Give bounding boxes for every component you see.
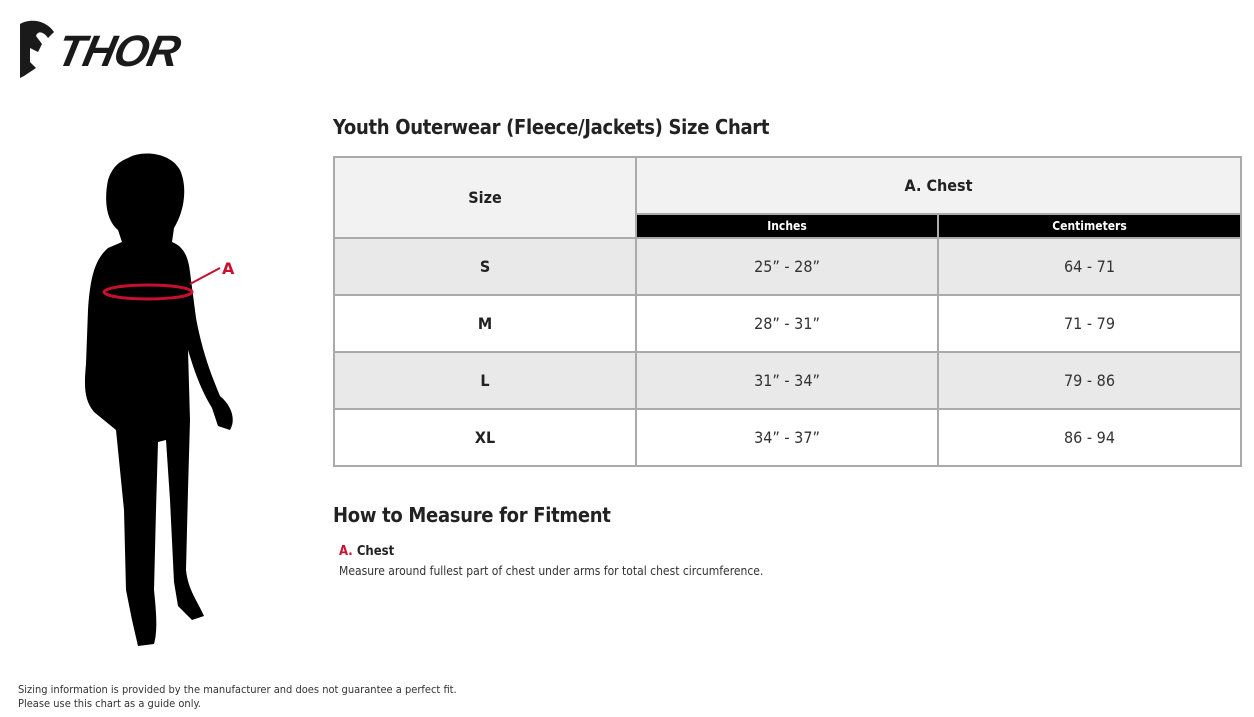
cm-cell: 71 - 79: [936, 294, 1243, 353]
table-row: L 31” - 34” 79 - 86: [333, 351, 1243, 410]
thor-helmet-icon: [20, 20, 54, 79]
child-silhouette: A: [84, 153, 235, 647]
header-centimeters: Centimeters: [936, 213, 1243, 239]
inches-cell: 34” - 37”: [635, 408, 939, 467]
size-cell: M: [333, 294, 637, 353]
measure-label: Chest: [356, 544, 395, 559]
thor-logo: THOR: [18, 18, 208, 82]
header-size: Size: [333, 156, 637, 239]
chest-marker-label: A: [222, 259, 235, 278]
size-chart-table: Size A. Chest Inches Centimeters S 25” -…: [333, 156, 1243, 467]
size-cell: XL: [333, 408, 637, 467]
measure-item-chest: A. Chest: [339, 544, 394, 559]
size-cell: L: [333, 351, 637, 410]
measure-description: Measure around fullest part of chest und…: [339, 564, 764, 578]
cm-cell: 79 - 86: [936, 351, 1243, 410]
inches-cell: 31” - 34”: [635, 351, 939, 410]
header-chest: A. Chest: [634, 156, 1243, 215]
size-cell: S: [333, 237, 637, 296]
logo-text: THOR: [52, 27, 184, 76]
disclaimer-line: Sizing information is provided by the ma…: [18, 683, 457, 696]
table-row: XL 34” - 37” 86 - 94: [333, 408, 1243, 467]
table-row: S 25” - 28” 64 - 71: [333, 237, 1243, 296]
disclaimer-line: Please use this chart as a guide only.: [18, 697, 201, 710]
cm-cell: 64 - 71: [936, 237, 1243, 296]
header-inches: Inches: [635, 213, 939, 239]
measure-letter: A.: [339, 544, 353, 559]
table-row: M 28” - 31” 71 - 79: [333, 294, 1243, 353]
inches-cell: 28” - 31”: [635, 294, 939, 353]
chest-measure-line: [102, 283, 194, 301]
cm-cell: 86 - 94: [936, 408, 1243, 467]
inches-cell: 25” - 28”: [635, 237, 939, 296]
size-chart-title: Youth Outerwear (Fleece/Jackets) Size Ch…: [333, 115, 770, 139]
disclaimer: Sizing information is provided by the ma…: [18, 683, 457, 711]
howto-title: How to Measure for Fitment: [333, 503, 611, 527]
